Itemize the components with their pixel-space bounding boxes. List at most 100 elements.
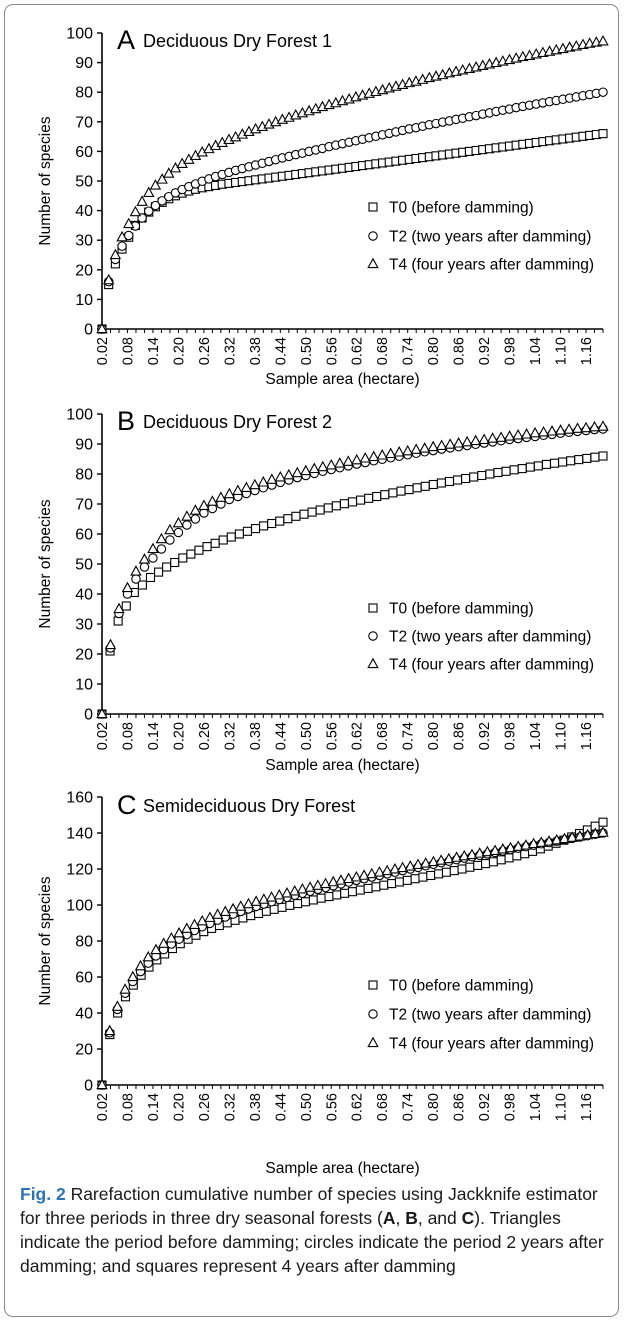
data-point-t <box>535 836 548 847</box>
legend-label: T2 (two years after damming) <box>389 1007 591 1024</box>
y-tick-label: 160 <box>66 790 93 807</box>
x-tick-label: 0.02 <box>95 337 111 365</box>
data-point-s <box>504 853 514 863</box>
x-tick-label: 0.20 <box>171 1093 187 1121</box>
x-tick-label: 0.44 <box>273 1093 289 1121</box>
y-tick-label: 10 <box>75 292 93 309</box>
data-point-t <box>211 908 224 919</box>
data-point-c <box>144 206 154 216</box>
data-point-s <box>488 857 498 867</box>
data-point-t <box>458 849 470 861</box>
data-point-s <box>477 470 487 481</box>
data-point-t <box>142 950 154 962</box>
data-point-s <box>299 509 309 519</box>
data-point-t <box>427 855 440 867</box>
data-point-s <box>465 862 475 872</box>
data-point-t <box>478 433 490 444</box>
data-point-t <box>444 438 456 449</box>
figure-frame <box>4 4 619 1317</box>
data-point-c <box>173 527 184 538</box>
legend-label: T4 (four years after damming) <box>389 657 594 674</box>
data-point-s <box>441 867 451 877</box>
legend-marker-c <box>368 231 378 241</box>
data-point-t <box>566 831 578 842</box>
x-tick-label: 1.10 <box>554 722 570 750</box>
data-point-t <box>396 861 409 873</box>
data-point-t <box>495 431 507 442</box>
data-point-t <box>418 442 431 453</box>
x-tick-label: 0.68 <box>375 722 391 750</box>
y-tick-label: 90 <box>75 437 93 454</box>
data-point-s <box>394 877 405 887</box>
data-point-s <box>590 452 600 462</box>
data-point-t <box>410 443 422 454</box>
legend-marker-s <box>368 603 378 613</box>
data-point-s <box>598 817 608 827</box>
x-tick-label: 0.74 <box>401 722 417 750</box>
data-point-t <box>281 886 293 898</box>
data-point-t <box>181 922 193 933</box>
data-point-t <box>335 874 347 885</box>
y-tick-label: 0 <box>84 707 93 724</box>
data-point-t <box>368 450 380 462</box>
data-point-s <box>277 902 287 912</box>
legend-marker-s <box>368 202 378 212</box>
data-point-s <box>283 514 293 524</box>
data-point-s <box>340 888 350 898</box>
data-point-s <box>162 562 172 572</box>
data-point-c <box>598 87 608 97</box>
data-point-s <box>323 503 333 513</box>
data-point-s <box>418 872 428 882</box>
x-tick-label: 0.62 <box>350 1093 366 1121</box>
data-point-t <box>461 435 473 447</box>
x-tick-label: 1.10 <box>554 1093 570 1121</box>
x-tick-label: 0.98 <box>503 722 519 750</box>
y-tick-label: 10 <box>75 677 93 694</box>
x-tick-label: 0.86 <box>452 1093 468 1121</box>
data-point-s <box>434 869 444 879</box>
data-point-t <box>574 830 586 841</box>
data-point-s <box>267 518 277 529</box>
figure-caption: Fig. 2 Rarefaction cumulative number of … <box>20 1182 605 1278</box>
y-axis-label: Number of species <box>37 876 54 1005</box>
data-point-t <box>317 460 329 472</box>
legend-label: T4 (four years after damming) <box>389 1036 594 1053</box>
data-point-t <box>163 167 175 178</box>
data-point-t <box>198 499 210 510</box>
data-point-s <box>549 458 560 468</box>
data-point-t <box>232 484 244 495</box>
x-tick-label: 0.74 <box>401 1093 417 1121</box>
data-point-s <box>324 891 334 902</box>
data-point-t <box>358 869 370 880</box>
data-point-t <box>376 449 388 460</box>
data-point-s <box>137 580 147 590</box>
legend-label: T2 (two years after damming) <box>389 229 591 246</box>
y-tick-label: 70 <box>75 497 93 514</box>
data-point-s <box>291 511 301 521</box>
y-tick-label: 30 <box>75 233 93 250</box>
x-tick-label: 0.14 <box>146 337 162 365</box>
data-point-t <box>129 205 142 217</box>
data-point-t <box>563 423 575 434</box>
legend-label: T4 (four years after damming) <box>389 257 594 274</box>
data-point-s <box>420 481 430 491</box>
y-tick-label: 70 <box>75 114 93 131</box>
data-point-t <box>181 510 193 521</box>
data-point-t <box>486 432 499 443</box>
data-point-s <box>582 453 592 463</box>
x-tick-label: 0.68 <box>375 1093 391 1121</box>
y-axis-label: Number of species <box>37 116 54 245</box>
x-tick-label: 1.10 <box>554 337 570 365</box>
data-point-t <box>381 864 393 876</box>
data-point-s <box>356 495 366 505</box>
data-point-t <box>389 863 401 874</box>
data-point-t <box>122 217 135 229</box>
caption-bold-c: C <box>461 1208 475 1228</box>
x-tick-label: 0.74 <box>401 337 417 365</box>
data-point-s <box>308 895 318 905</box>
x-tick-label: 0.38 <box>248 337 264 365</box>
data-point-t <box>109 248 122 260</box>
caption-text-2: ). Triangles indicate the period before … <box>20 1208 604 1276</box>
data-point-s <box>331 501 341 511</box>
data-point-c <box>182 520 192 530</box>
